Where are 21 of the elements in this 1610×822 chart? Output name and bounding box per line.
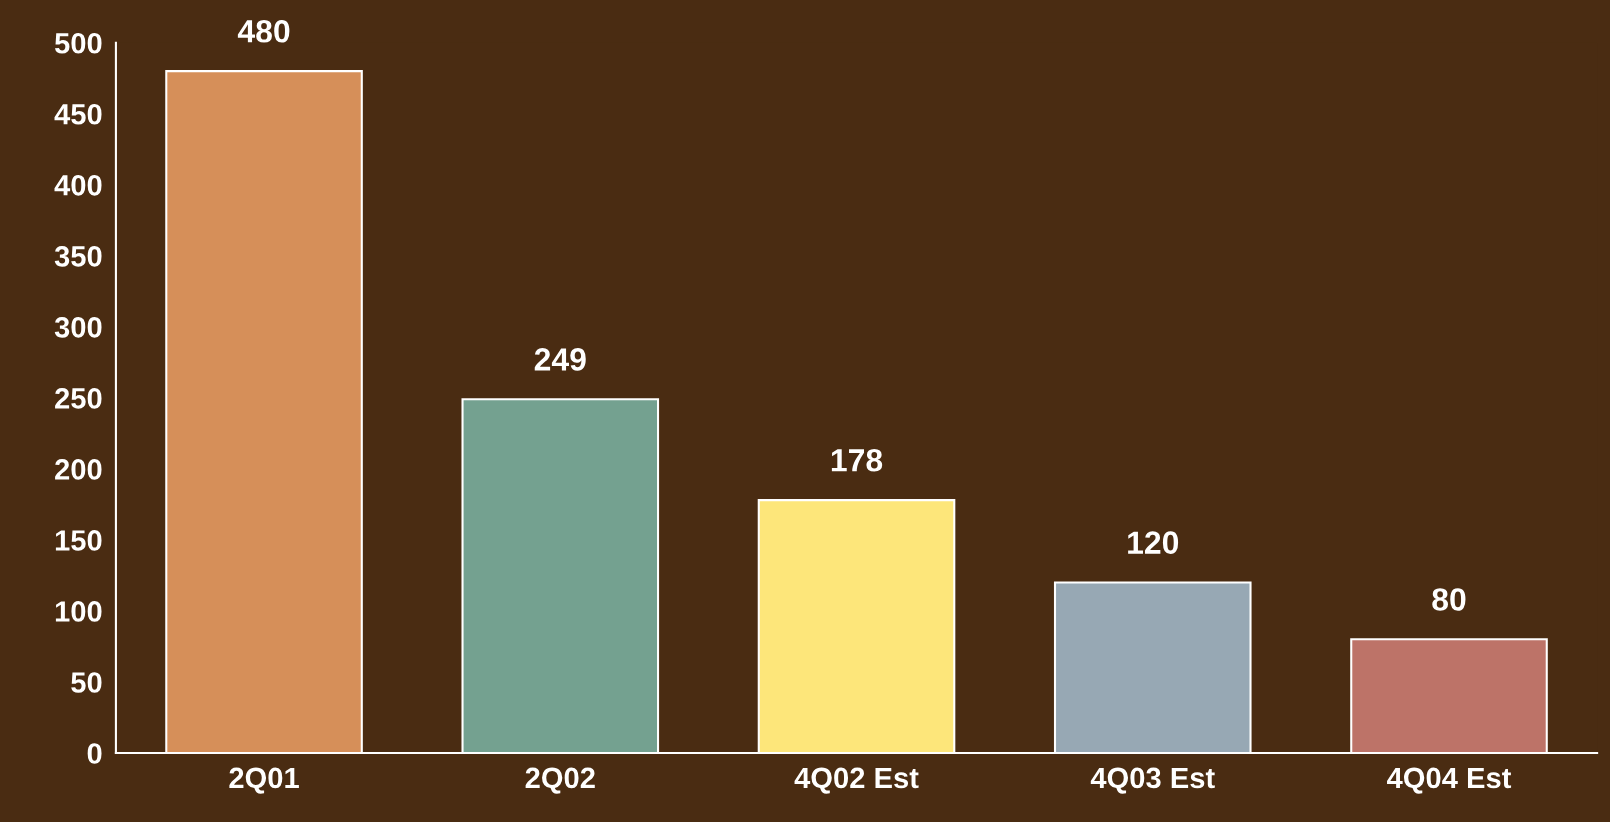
y-tick-label: 200 xyxy=(55,459,102,480)
data-label: 480 xyxy=(237,20,290,43)
y-tick-label: 250 xyxy=(55,388,102,409)
x-tick-label: 4Q04 Est xyxy=(1387,767,1512,794)
x-tick-label: 2Q01 xyxy=(229,767,299,794)
y-tick-label: 500 xyxy=(54,32,102,54)
y-tick-label: 350 xyxy=(54,246,102,267)
x-tick-label: 2Q02 xyxy=(525,767,595,794)
data-label: 178 xyxy=(831,448,883,472)
data-label: 249 xyxy=(534,348,586,371)
data-label: 120 xyxy=(1128,531,1179,554)
y-tick-label: 450 xyxy=(54,103,102,125)
y-tick-label: 100 xyxy=(55,601,102,622)
y-tick-label: 400 xyxy=(54,174,102,196)
y-tick-label: 300 xyxy=(54,317,102,338)
x-tick-label: 4Q03 Est xyxy=(1090,767,1215,794)
y-tick-label: 50 xyxy=(71,672,102,693)
x-tick-label: 4Q02 Est xyxy=(794,767,919,794)
y-tick-label: 0 xyxy=(87,743,102,764)
y-tick-label: 150 xyxy=(55,530,102,551)
data-label: 80 xyxy=(1432,588,1466,611)
